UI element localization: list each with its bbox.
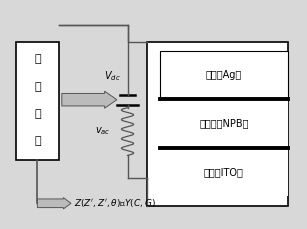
Text: 纳: 纳 — [34, 82, 41, 92]
Text: $Z(Z', Z', \theta)$、$Y(C, G)$: $Z(Z', Z', \theta)$、$Y(C, G)$ — [74, 197, 156, 209]
Text: 有机层（NPB）: 有机层（NPB） — [199, 119, 249, 129]
FancyArrow shape — [37, 198, 71, 209]
FancyBboxPatch shape — [160, 51, 288, 99]
Text: 仪: 仪 — [34, 136, 41, 146]
FancyBboxPatch shape — [16, 42, 59, 160]
Text: $V_{dc}$: $V_{dc}$ — [104, 70, 121, 83]
FancyBboxPatch shape — [147, 42, 288, 206]
FancyBboxPatch shape — [160, 99, 288, 148]
Text: 谱: 谱 — [34, 109, 41, 119]
Text: $v_{ac}$: $v_{ac}$ — [95, 126, 111, 137]
Text: 阴极（Ag）: 阴极（Ag） — [206, 70, 242, 80]
FancyArrow shape — [62, 91, 117, 108]
Text: 导: 导 — [34, 55, 41, 64]
Text: 阳极（ITO）: 阳极（ITO） — [204, 167, 244, 177]
FancyBboxPatch shape — [160, 148, 288, 196]
